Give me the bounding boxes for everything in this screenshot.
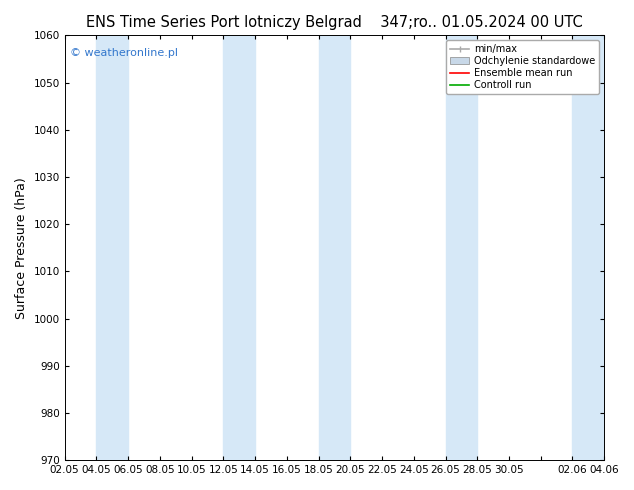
Title: ENS Time Series Port lotniczy Belgrad    347;ro.. 01.05.2024 00 UTC: ENS Time Series Port lotniczy Belgrad 34…: [86, 15, 583, 30]
Legend: min/max, Odchylenie standardowe, Ensemble mean run, Controll run: min/max, Odchylenie standardowe, Ensembl…: [446, 40, 599, 94]
Bar: [318, 35, 351, 460]
Bar: [96, 35, 128, 460]
Y-axis label: Surface Pressure (hPa): Surface Pressure (hPa): [15, 177, 28, 318]
Bar: [223, 35, 255, 460]
Bar: [573, 35, 604, 460]
Text: © weatheronline.pl: © weatheronline.pl: [70, 48, 178, 58]
Bar: [446, 35, 477, 460]
